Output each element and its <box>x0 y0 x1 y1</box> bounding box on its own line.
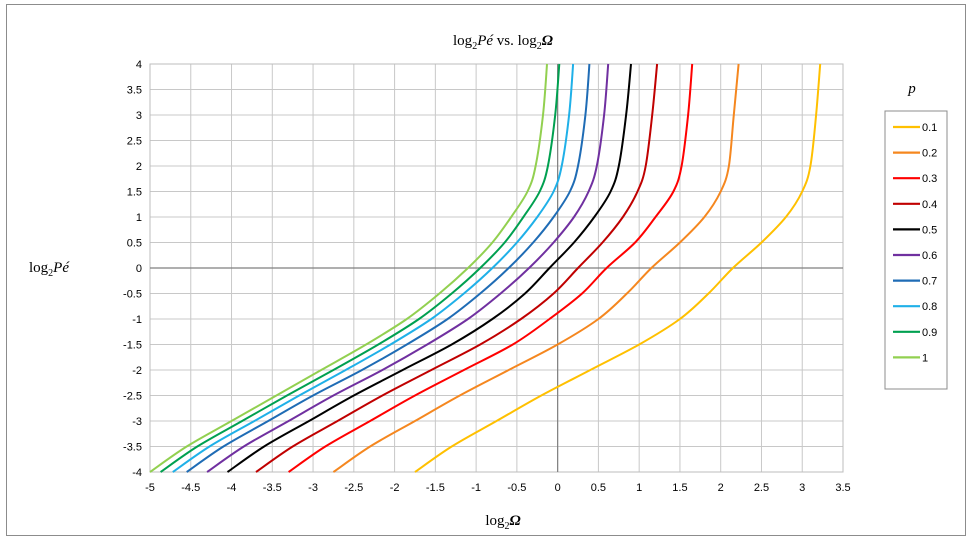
x-axis-label: log2Ω <box>485 513 520 532</box>
y-tick-label: 0.5 <box>127 238 142 250</box>
legend-box <box>884 110 948 390</box>
ylabel-italic: Pé <box>52 260 70 276</box>
series-line-0.7 <box>186 63 591 473</box>
series-line-0.4 <box>255 63 659 473</box>
x-tick-label: -2.5 <box>344 482 363 494</box>
x-tick-label: 1 <box>636 482 642 494</box>
x-tick-label: -4.5 <box>181 482 200 494</box>
x-tick-label: 2.5 <box>754 482 769 494</box>
y-tick-label: 0 <box>136 263 142 275</box>
y-tick-label: 2.5 <box>127 136 142 148</box>
x-tick-label: 2 <box>718 482 724 494</box>
legend-label-0.7: 0.7 <box>922 276 937 288</box>
y-tick-label: -4 <box>132 467 142 479</box>
tick-labels: -5 -4.5 -4 -3.5 -3 -2.5 -2 -1.5 -1 -0.5 0 0.5 1 1.5 2 2… <box>123 59 851 494</box>
x-tick-label: -0.5 <box>507 482 526 494</box>
axes <box>149 63 844 473</box>
xlabel-italic: Ω <box>509 513 520 529</box>
legend-label-0.6: 0.6 <box>922 250 937 262</box>
legend-label-0.9: 0.9 <box>922 327 937 339</box>
title-italic: Pé <box>476 33 494 49</box>
x-tick-label: -3 <box>308 482 318 494</box>
title-sub: 2 <box>472 41 477 52</box>
y-tick-label: -3 <box>132 416 142 428</box>
y-tick-label: 2 <box>136 161 142 173</box>
legend-label-0.2: 0.2 <box>922 148 937 160</box>
x-tick-label: 0.5 <box>591 482 606 494</box>
series-lines <box>149 63 822 473</box>
y-tick-label: -2.5 <box>123 391 142 403</box>
chart-title: log2Pé vs. log2Ω <box>453 33 553 52</box>
series-line-0.9 <box>160 63 561 473</box>
x-tick-label: -5 <box>145 482 155 494</box>
legend-label-0.8: 0.8 <box>922 301 937 313</box>
y-tick-label: 4 <box>136 59 142 71</box>
legend-title: p <box>907 81 916 97</box>
y-tick-label: -1.5 <box>123 340 142 352</box>
x-tick-label: -2 <box>390 482 400 494</box>
ylabel-pre: log <box>29 260 49 276</box>
y-axis-label: log2Pé <box>29 260 70 279</box>
y-tick-label: -1 <box>132 314 142 326</box>
series-line-1 <box>149 63 548 473</box>
series-line-0.6 <box>206 63 610 473</box>
legend-label-0.4: 0.4 <box>922 199 937 211</box>
y-tick-label: -3.5 <box>123 442 142 454</box>
x-tick-label: 3 <box>799 482 805 494</box>
y-tick-label: 1 <box>136 212 142 224</box>
title-mid: vs. log <box>493 33 537 49</box>
series-line-0.3 <box>288 63 694 473</box>
x-tick-label: -4 <box>227 482 237 494</box>
x-tick-label: -3.5 <box>263 482 282 494</box>
legend-label-1: 1 <box>922 352 928 364</box>
legend: 0.1 0.2 0.3 0.4 0.5 0.6 0.7 0.8 0.9 1 <box>893 122 937 364</box>
title-pre: log <box>453 33 473 49</box>
y-tick-label: 1.5 <box>127 187 142 199</box>
legend-label-0.3: 0.3 <box>922 173 937 185</box>
x-tick-label: -1.5 <box>426 482 445 494</box>
xlabel-pre: log <box>485 513 505 529</box>
chart-frame: log2Pé vs. log2Ω log2Ω log2Pé -5 -4.5 -4 -3… <box>6 4 966 536</box>
y-tick-label: 3 <box>136 110 142 122</box>
y-tick-label: -2 <box>132 365 142 377</box>
title-sub2: 2 <box>537 41 542 52</box>
series-line-0.8 <box>172 63 575 473</box>
series-line-0.5 <box>226 63 632 473</box>
xlabel-sub: 2 <box>504 521 509 532</box>
y-tick-label: 3.5 <box>127 85 142 97</box>
y-tick-label: -0.5 <box>123 289 142 301</box>
series-line-0.1 <box>414 63 822 473</box>
x-tick-label: 3.5 <box>835 482 850 494</box>
x-tick-label: 1.5 <box>672 482 687 494</box>
series-line-0.2 <box>332 63 740 473</box>
title-italic2: Ω <box>542 33 553 49</box>
line-chart: log2Pé vs. log2Ω log2Ω log2Pé -5 -4.5 -4 -3… <box>29 33 948 532</box>
legend-label-0.5: 0.5 <box>922 224 937 236</box>
ylabel-sub: 2 <box>48 268 53 279</box>
x-tick-label: -1 <box>471 482 481 494</box>
legend-label-0.1: 0.1 <box>922 122 937 134</box>
x-tick-label: 0 <box>555 482 561 494</box>
